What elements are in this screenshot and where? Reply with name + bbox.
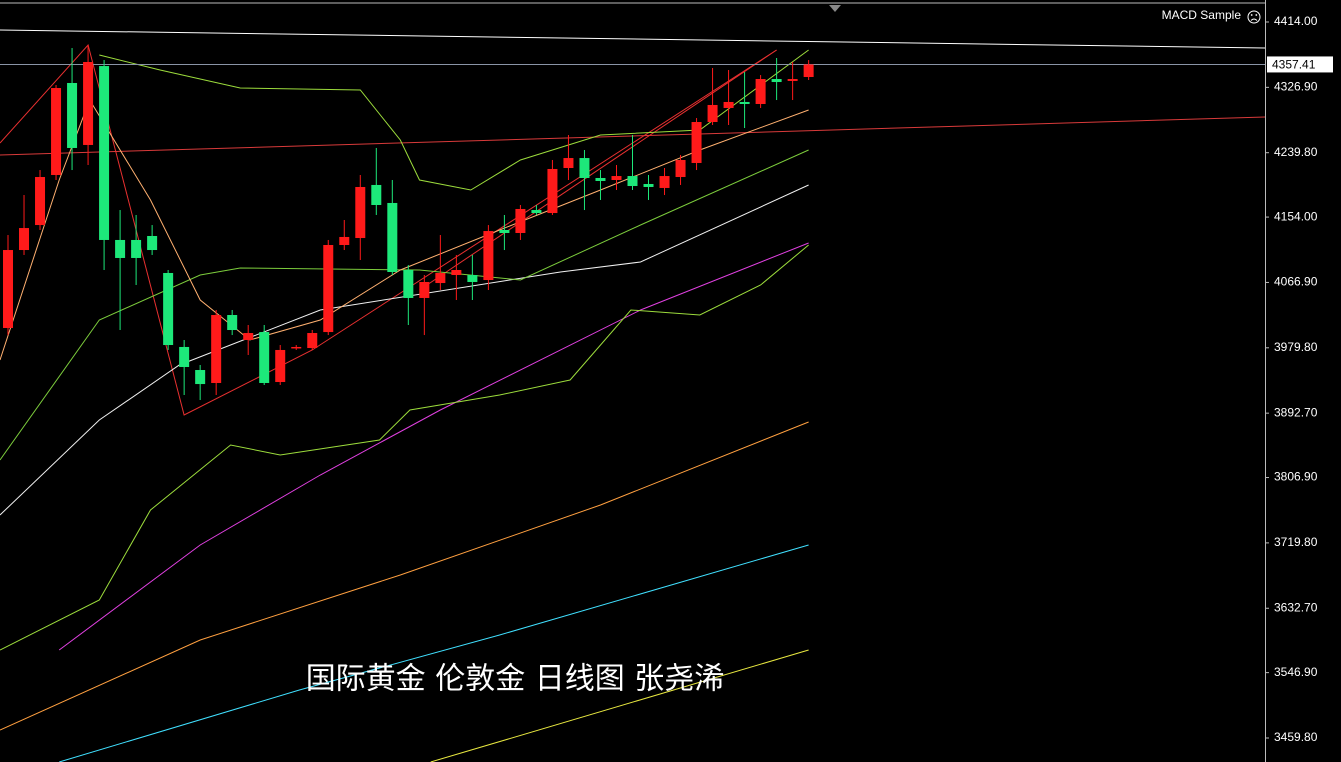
y-tick-label: 4326.90 bbox=[1274, 80, 1318, 94]
candle-body bbox=[579, 158, 590, 178]
shift-marker bbox=[829, 5, 841, 12]
candle-body bbox=[787, 79, 798, 81]
candle-body bbox=[339, 236, 350, 245]
y-tick-label: 3892.70 bbox=[1274, 405, 1318, 419]
candle-body bbox=[179, 346, 190, 368]
indicator-icon bbox=[1247, 10, 1261, 24]
overlay-line bbox=[0, 244, 809, 651]
overlay-line bbox=[99, 49, 809, 191]
plot-area bbox=[0, 29, 1266, 762]
overlay-line bbox=[58, 242, 809, 651]
candle-body bbox=[227, 315, 238, 331]
candle-body bbox=[467, 275, 478, 282]
candle-body bbox=[131, 239, 142, 258]
candle-body bbox=[803, 64, 814, 77]
last-price-label: 4357.41 bbox=[1272, 58, 1316, 72]
overlay-line bbox=[0, 184, 809, 516]
candle-body bbox=[595, 177, 606, 181]
candle-body bbox=[323, 244, 334, 333]
candle-body bbox=[771, 79, 782, 83]
candle-body bbox=[147, 235, 158, 251]
candle-body bbox=[691, 122, 702, 163]
y-tick-label: 3979.80 bbox=[1274, 340, 1318, 354]
overlay-line bbox=[419, 49, 777, 291]
candle-body bbox=[659, 176, 670, 188]
candle-body bbox=[483, 231, 494, 281]
candle-body bbox=[83, 61, 94, 145]
candle-body bbox=[259, 332, 270, 383]
candle-body bbox=[371, 184, 382, 206]
y-tick-label: 3546.90 bbox=[1274, 665, 1318, 679]
candle-body bbox=[563, 158, 574, 169]
candle-body bbox=[499, 229, 510, 233]
candle-body bbox=[435, 272, 446, 284]
candle-body bbox=[307, 333, 318, 349]
candle-body bbox=[547, 168, 558, 214]
y-tick-label: 3459.80 bbox=[1274, 730, 1318, 744]
candle-body bbox=[115, 239, 126, 258]
candle-body bbox=[163, 272, 174, 346]
candle-body bbox=[755, 79, 766, 105]
candle-body bbox=[643, 183, 654, 187]
candle-body bbox=[707, 104, 718, 123]
candle-body bbox=[419, 281, 430, 298]
overlay-line bbox=[59, 544, 809, 762]
candle-body bbox=[515, 208, 526, 233]
y-tick-label: 3806.90 bbox=[1274, 470, 1318, 484]
indicator-label: MACD Sample bbox=[1162, 8, 1242, 22]
candle-body bbox=[723, 101, 734, 108]
y-tick-label: 4239.80 bbox=[1274, 145, 1318, 159]
candle-body bbox=[611, 176, 622, 181]
candle-body bbox=[291, 346, 302, 349]
y-tick-label: 3719.80 bbox=[1274, 535, 1318, 549]
overlay-line bbox=[430, 649, 809, 762]
y-tick-label: 3632.70 bbox=[1274, 600, 1318, 614]
candle-body bbox=[403, 269, 414, 298]
overlay-line bbox=[0, 421, 809, 731]
candle-body bbox=[67, 82, 78, 148]
candle-body bbox=[243, 333, 254, 340]
y-tick-label: 4414.00 bbox=[1274, 14, 1318, 28]
candle-body bbox=[51, 88, 62, 175]
candle-body bbox=[355, 186, 366, 239]
candle-body bbox=[531, 210, 542, 214]
candle-body bbox=[387, 202, 398, 273]
candle-body bbox=[35, 177, 46, 226]
candle-body bbox=[275, 349, 286, 383]
y-tick-label: 4066.90 bbox=[1274, 275, 1318, 289]
candle-body bbox=[675, 159, 686, 178]
candle-body bbox=[19, 228, 30, 251]
candle-body bbox=[211, 315, 222, 383]
candle-body bbox=[627, 176, 638, 187]
overlay-line bbox=[0, 29, 1266, 49]
overlay-line bbox=[0, 43, 777, 416]
watermark: 国际黄金 伦敦金 日线图 张尧浠 bbox=[306, 662, 725, 697]
candle-body bbox=[195, 370, 206, 385]
candle-body bbox=[3, 250, 14, 328]
y-tick-label: 4154.00 bbox=[1274, 209, 1318, 223]
candle-body bbox=[99, 66, 110, 240]
candle-body bbox=[451, 269, 462, 276]
last-price-box bbox=[1267, 56, 1333, 73]
candle-body bbox=[739, 101, 750, 105]
